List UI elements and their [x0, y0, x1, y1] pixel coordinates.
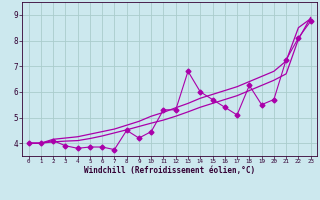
X-axis label: Windchill (Refroidissement éolien,°C): Windchill (Refroidissement éolien,°C)	[84, 166, 255, 175]
